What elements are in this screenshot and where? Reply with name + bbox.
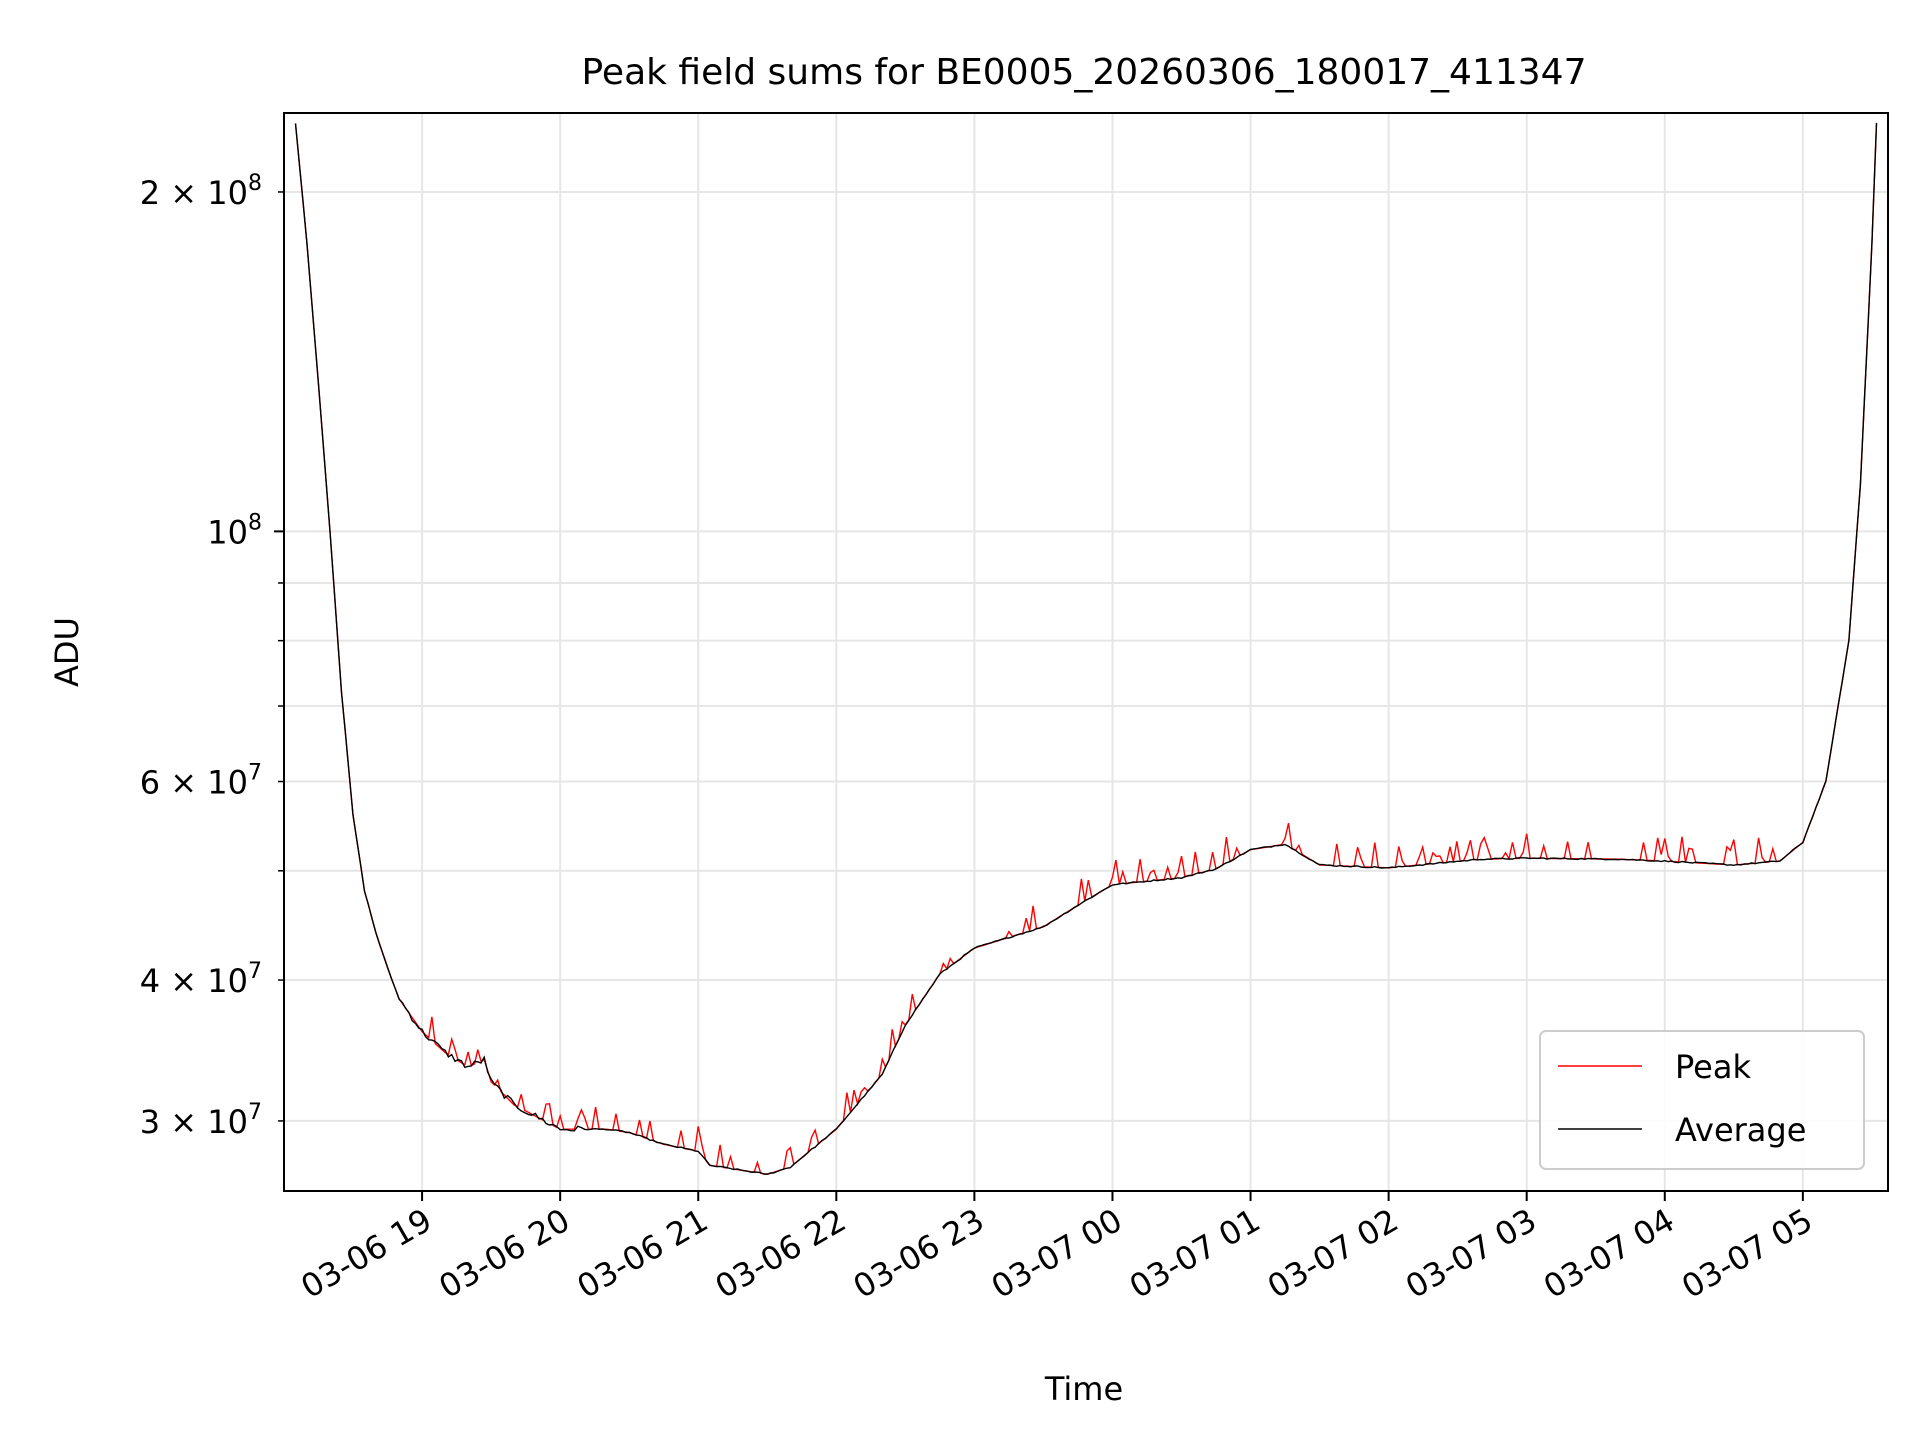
legend-average-label: Average bbox=[1675, 1111, 1806, 1149]
y-tick-label: 6 × 107 bbox=[140, 761, 262, 802]
y-tick-label: 3 × 107 bbox=[140, 1100, 262, 1141]
series-layer bbox=[294, 122, 1878, 1176]
y-tick-label: 2 × 108 bbox=[140, 171, 262, 212]
y-tick-label: 108 bbox=[207, 510, 262, 551]
legend: Peak Average bbox=[1539, 1030, 1865, 1170]
series-average-line bbox=[294, 122, 1878, 1175]
y-tick-label: 4 × 107 bbox=[140, 959, 262, 1000]
chart-title: Peak field sums for BE0005_20260306_1800… bbox=[582, 52, 1587, 93]
legend-peak-label: Peak bbox=[1675, 1048, 1751, 1086]
x-axis-label: Time bbox=[1044, 1370, 1123, 1408]
grid bbox=[284, 113, 1888, 1191]
plot-frame bbox=[283, 112, 1889, 1192]
y-axis-ticks: 108 3 × 107 4 × 107 6 × 107 2 × 108 bbox=[140, 171, 284, 1141]
y-axis-label: ADU bbox=[48, 617, 86, 687]
